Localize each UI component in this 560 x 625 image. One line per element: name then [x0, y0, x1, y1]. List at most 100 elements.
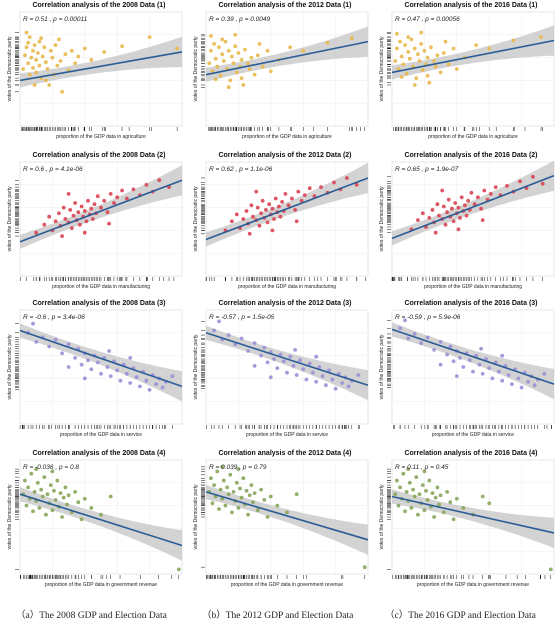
data-point	[252, 72, 257, 77]
data-point	[230, 219, 234, 224]
stat-label: R = -0.59 , p = 5.9e-06	[395, 314, 461, 321]
data-point	[239, 58, 244, 62]
data-point	[234, 480, 239, 485]
data-point	[443, 222, 448, 227]
data-point	[53, 219, 58, 224]
data-point	[65, 502, 69, 507]
data-point	[50, 469, 55, 474]
caption-a: （a）The 2008 GDP and Election Data	[16, 611, 167, 621]
data-point	[118, 378, 123, 383]
chart-title: Correlation analysis of the 2012 Data (2…	[218, 152, 351, 159]
data-point	[262, 345, 267, 350]
data-point	[226, 48, 231, 53]
data-point	[409, 506, 414, 510]
chart-title: Correlation analysis of the 2008 Data (2…	[32, 152, 165, 159]
data-point	[209, 476, 213, 481]
data-point	[236, 467, 241, 471]
data-point	[293, 208, 297, 212]
chart-title: Correlation analysis of the 2016 Data (2…	[404, 152, 537, 159]
data-point	[346, 384, 351, 389]
data-point	[210, 69, 215, 74]
data-point	[281, 359, 286, 364]
data-point	[226, 333, 231, 337]
stat-label: R = 0.51 , p = 0.00011	[23, 16, 88, 23]
data-point	[82, 230, 87, 235]
y-rug	[201, 177, 205, 235]
data-point	[231, 61, 236, 66]
data-point	[160, 385, 165, 390]
data-point	[304, 377, 309, 382]
data-point	[516, 376, 521, 381]
data-point	[218, 73, 223, 78]
data-point	[437, 213, 441, 218]
data-point	[44, 512, 48, 517]
data-point	[255, 508, 260, 513]
data-point	[47, 344, 52, 349]
data-point	[217, 319, 221, 324]
data-point	[249, 483, 254, 487]
chart-title: Correlation analysis of the 2016 Data (1…	[404, 2, 537, 9]
data-point	[314, 354, 319, 359]
y-axis-label: votes of the Democratic party	[7, 334, 13, 400]
data-point	[280, 200, 284, 204]
data-point	[265, 515, 270, 519]
data-point	[441, 510, 446, 515]
data-point	[272, 217, 276, 221]
data-point	[257, 223, 262, 228]
data-point	[454, 67, 459, 71]
data-point	[487, 366, 492, 370]
data-point	[120, 44, 124, 49]
data-point	[239, 76, 244, 80]
data-point	[404, 490, 409, 494]
data-point	[314, 379, 319, 384]
data-point	[526, 379, 530, 384]
data-point	[60, 515, 64, 519]
data-point	[31, 48, 35, 53]
data-point	[48, 48, 53, 53]
y-rug	[15, 323, 19, 391]
data-point	[60, 234, 64, 239]
data-point	[53, 337, 58, 342]
data-point	[223, 503, 228, 508]
caption-c: （c）The 2016 GDP and Election Data	[385, 611, 536, 621]
data-point	[480, 218, 485, 223]
data-point	[53, 43, 58, 47]
data-point	[265, 48, 270, 53]
data-point	[86, 198, 90, 203]
data-point	[441, 51, 446, 55]
data-point	[44, 60, 48, 65]
data-point	[82, 376, 87, 381]
data-point	[299, 198, 304, 203]
data-point	[454, 374, 459, 378]
data-point	[225, 485, 230, 490]
data-point	[50, 55, 55, 60]
data-point	[275, 503, 280, 508]
regression-line	[391, 39, 555, 74]
data-point	[438, 493, 443, 498]
data-point	[37, 39, 42, 44]
data-point	[82, 209, 87, 213]
data-point	[345, 176, 349, 180]
data-point	[406, 336, 411, 341]
data-point	[44, 78, 48, 83]
data-point	[474, 353, 479, 358]
chart-panel-4: Correlation analysis of the 2008 Data (2…	[7, 152, 183, 290]
data-point	[432, 59, 436, 63]
data-point	[548, 567, 553, 572]
data-point	[125, 196, 129, 201]
data-point	[223, 39, 228, 44]
x-axis-label: proportion of the GDP data in service	[60, 432, 142, 438]
data-point	[47, 214, 52, 219]
x-axis-label: proportion of the GDP data in agricultur…	[56, 134, 146, 140]
data-point	[500, 378, 505, 383]
data-point	[441, 204, 446, 209]
data-point	[267, 202, 272, 207]
data-point	[398, 485, 402, 490]
data-point	[23, 478, 27, 483]
x-rug	[392, 127, 543, 131]
data-point	[226, 85, 231, 90]
data-point	[417, 492, 422, 497]
data-point	[288, 354, 293, 359]
data-point	[108, 192, 113, 196]
